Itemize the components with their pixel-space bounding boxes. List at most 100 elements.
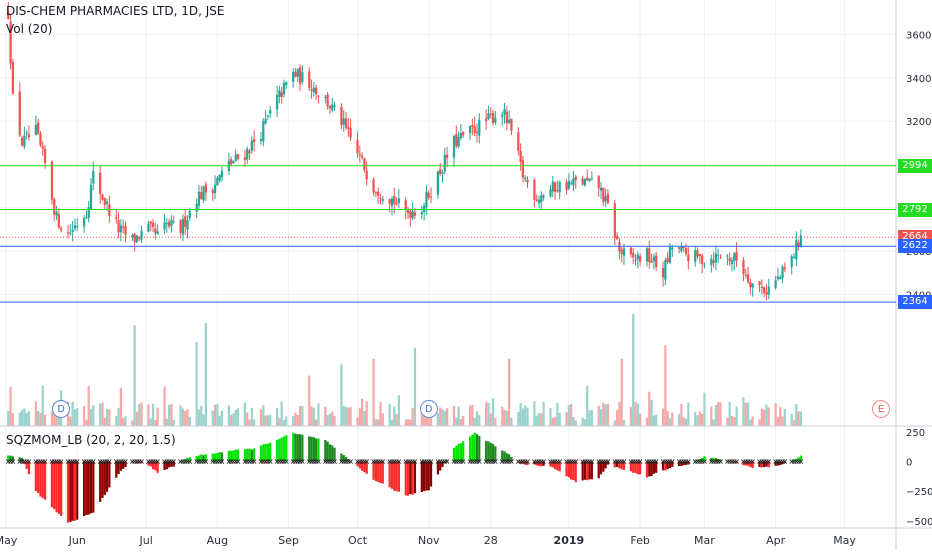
squeeze-dot — [525, 459, 530, 464]
candle-body — [792, 256, 796, 258]
volume-bar — [604, 404, 607, 426]
candle-body — [776, 276, 780, 280]
volume-bar — [678, 413, 681, 426]
candle-body — [682, 247, 685, 249]
volume-bar — [613, 420, 616, 426]
volume-bar — [82, 405, 86, 426]
candle-body — [409, 211, 412, 218]
volume-bar — [43, 414, 47, 426]
candle-body — [71, 229, 74, 232]
volume-bar — [328, 413, 332, 426]
volume-bar — [638, 413, 642, 426]
squeeze-dot — [637, 459, 643, 464]
earnings-event-badge[interactable]: E — [872, 400, 891, 418]
candle-body — [648, 248, 651, 263]
momentum-bar — [574, 461, 577, 483]
volume-bar — [462, 415, 465, 426]
volume-bar — [475, 411, 479, 426]
momentum-bar — [661, 461, 665, 471]
volume-bar — [420, 413, 423, 426]
candle-body — [767, 286, 770, 295]
candle-body — [505, 111, 508, 124]
momentum-bar — [445, 459, 449, 462]
momentum-bar — [308, 436, 311, 462]
candle-body — [462, 132, 465, 136]
candle-body — [494, 117, 497, 123]
momentum-bar — [441, 461, 444, 467]
momentum-bar — [797, 457, 800, 462]
volume-bar — [599, 409, 603, 426]
volume-bar — [682, 417, 685, 426]
momentum-bar — [799, 455, 803, 462]
momentum-bar — [703, 456, 706, 462]
momentum-bar — [87, 461, 90, 515]
momentum-bar — [717, 458, 720, 462]
volume-bar — [742, 397, 745, 426]
momentum-bar — [227, 450, 230, 462]
volume-bar — [41, 385, 44, 426]
momentum-bar — [696, 459, 699, 462]
momentum-tick-label: 0 — [906, 458, 912, 469]
volume-bar — [749, 419, 752, 426]
squeeze-dot — [91, 459, 96, 464]
volume-bar — [751, 416, 754, 426]
candle-body — [393, 195, 396, 205]
candle-body — [294, 72, 297, 77]
dividend-event-badge[interactable]: D — [419, 400, 438, 418]
volume-bar — [671, 412, 674, 426]
momentum-bar — [393, 461, 396, 491]
volume-bar — [473, 417, 476, 426]
momentum-bar — [680, 461, 683, 466]
momentum-bar — [783, 461, 786, 464]
momentum-bar — [749, 461, 752, 468]
volume-bar — [390, 419, 394, 426]
momentum-bar — [567, 461, 570, 478]
volume-bar — [202, 414, 205, 426]
candle-body — [503, 108, 506, 115]
volume-legend: Vol (20) — [6, 22, 53, 36]
candle-body — [535, 199, 538, 201]
momentum-bar — [69, 461, 72, 522]
volume-bar — [632, 314, 635, 426]
candle-body — [308, 71, 311, 89]
candle-body — [427, 192, 430, 198]
candle-body — [248, 151, 251, 154]
volume-bar — [409, 419, 412, 426]
momentum-bar — [37, 461, 40, 494]
candle-body — [246, 148, 249, 160]
candle-body — [760, 287, 763, 289]
volume-bar — [105, 408, 109, 426]
momentum-bar — [645, 461, 649, 478]
momentum-bar — [701, 457, 704, 462]
volume-bar — [259, 409, 263, 426]
volume-bar — [232, 413, 235, 426]
candle-body — [468, 125, 472, 134]
candle-body — [372, 179, 375, 193]
volume-bar — [184, 410, 187, 426]
momentum-bar — [71, 461, 74, 521]
time-tick-label: Apr — [766, 534, 786, 547]
volume-bar — [703, 392, 706, 426]
candle-body — [567, 181, 570, 189]
momentum-bar — [540, 461, 543, 467]
squeeze-dot — [107, 459, 112, 464]
x-axis: May Jun Jul Aug Sep Oct Nov 28 2019 Feb Mar Apr May — [0, 534, 856, 547]
candle-body — [645, 248, 649, 262]
volume-bar — [147, 404, 150, 426]
momentum-bar — [7, 455, 10, 462]
volume-bar — [586, 385, 589, 426]
candle-body — [27, 134, 31, 138]
volume-bar — [138, 404, 141, 426]
momentum-bar — [549, 461, 552, 467]
dividend-event-badge[interactable]: D — [52, 400, 71, 418]
momentum-bar — [296, 434, 299, 462]
momentum-bar — [101, 461, 104, 498]
volume-bar — [393, 406, 396, 426]
candle-body — [742, 260, 745, 274]
volume-bar — [163, 386, 166, 426]
candle-body — [717, 254, 720, 256]
squeeze-dot — [139, 459, 144, 464]
candle-body — [200, 192, 203, 199]
